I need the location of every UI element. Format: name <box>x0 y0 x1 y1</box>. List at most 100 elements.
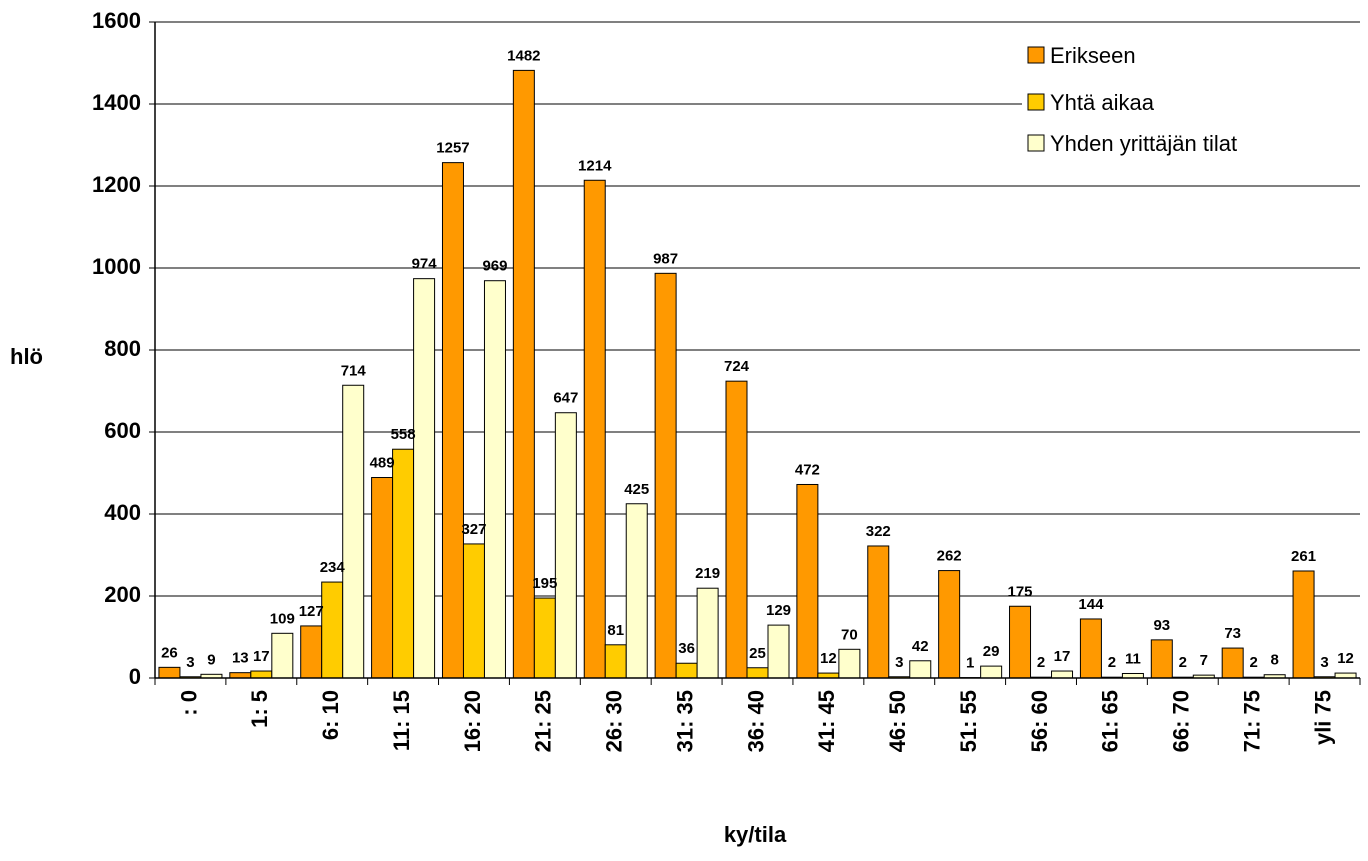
x-tick-label: 51: 55 <box>956 690 981 752</box>
data-label: 17 <box>1054 648 1071 665</box>
x-tick-label: 1: 5 <box>247 690 272 728</box>
x-tick-label: 16: 20 <box>460 690 485 752</box>
bar <box>158 666 181 679</box>
data-label: 974 <box>412 256 438 273</box>
data-label: 73 <box>1224 625 1241 642</box>
data-label: 558 <box>391 426 416 443</box>
data-label: 1482 <box>507 47 540 64</box>
data-label: 3 <box>895 654 903 671</box>
legend-swatch-yhta-aikaa <box>1027 93 1045 111</box>
legend-background <box>1022 42 1362 170</box>
bar <box>838 648 861 679</box>
axes <box>149 21 1361 685</box>
bar <box>625 503 648 679</box>
bar <box>675 662 698 679</box>
data-label: 70 <box>841 626 858 643</box>
data-label: 13 <box>232 650 249 667</box>
x-tick-label: 6: 10 <box>318 690 343 740</box>
x-tick-label: 31: 35 <box>672 690 697 752</box>
y-tick-label: 600 <box>104 418 141 443</box>
bar <box>696 587 719 679</box>
data-label: 175 <box>1008 583 1033 600</box>
bar <box>342 384 365 679</box>
bar <box>371 477 394 679</box>
data-label: 11 <box>1125 650 1141 667</box>
data-label: 81 <box>607 622 624 639</box>
x-tick-label: 41: 45 <box>814 690 839 752</box>
x-tick-label: yli 75 <box>1310 690 1335 745</box>
bar <box>483 280 506 679</box>
data-label: 647 <box>553 390 578 407</box>
data-label: 2 <box>1108 654 1116 671</box>
data-label: 261 <box>1291 548 1316 565</box>
bar <box>1221 647 1244 679</box>
data-label: 7 <box>1200 652 1208 669</box>
y-tick-label: 1400 <box>92 90 141 115</box>
data-label: 425 <box>624 481 649 498</box>
data-label: 2 <box>1179 654 1187 671</box>
data-label: 489 <box>370 455 395 472</box>
legend-swatch-yhden-yrittajan-tilat <box>1027 134 1045 152</box>
bar <box>321 581 344 679</box>
data-label: 262 <box>937 548 962 565</box>
x-tick-label: 61: 65 <box>1098 690 1123 752</box>
bar <box>980 665 1003 679</box>
bar <box>441 162 464 679</box>
x-tick-label: 21: 25 <box>531 690 556 752</box>
data-labels: 26 13127489125714821214987724472322262175… <box>161 47 1354 671</box>
x-tick-label: 26: 30 <box>602 690 627 752</box>
bar <box>654 272 677 679</box>
x-axis-title: ky/tila <box>724 822 787 847</box>
data-label: 472 <box>795 461 820 478</box>
bar <box>867 545 890 679</box>
y-tick-label: 400 <box>104 500 141 525</box>
bar <box>604 644 627 679</box>
x-tick-label: 36: 40 <box>743 690 768 752</box>
data-label: 2 <box>1037 654 1045 671</box>
bar <box>554 412 577 679</box>
bar <box>1292 570 1315 679</box>
data-label: 25 <box>749 645 766 662</box>
bar <box>271 632 294 679</box>
data-label: 195 <box>532 575 557 592</box>
bars <box>158 69 1357 679</box>
x-tick-label: 46: 50 <box>885 690 910 752</box>
data-label: 12 <box>820 650 837 667</box>
data-label: 1257 <box>436 140 469 157</box>
bar <box>462 543 485 679</box>
data-label: 93 <box>1153 617 1170 634</box>
x-tick-label: : 0 <box>176 690 201 716</box>
x-axis-ticks: : 0 1: 5 6: 10 11: 15 16: 20 21: 25 26: 30 31: … <box>176 690 1335 752</box>
data-label: 3 <box>1320 654 1328 671</box>
data-label: 9 <box>207 651 215 668</box>
bar <box>1150 639 1173 679</box>
legend-label-yhta-aikaa: Yhtä aikaa <box>1050 90 1155 115</box>
bar <box>909 660 932 679</box>
bar <box>392 448 415 679</box>
y-tick-label: 200 <box>104 582 141 607</box>
bar <box>413 278 436 679</box>
y-axis-title: hlö <box>10 344 43 369</box>
data-label: 219 <box>695 565 720 582</box>
data-label: 144 <box>1078 596 1104 613</box>
data-label: 234 <box>320 559 346 576</box>
x-tick-label: 66: 70 <box>1169 690 1194 752</box>
legend-label-erikseen: Erikseen <box>1050 43 1136 68</box>
data-label: 127 <box>299 603 324 620</box>
y-tick-label: 800 <box>104 336 141 361</box>
bar <box>512 69 535 679</box>
data-label: 987 <box>653 250 678 267</box>
y-tick-label: 1200 <box>92 172 141 197</box>
y-tick-label: 1000 <box>92 254 141 279</box>
legend: Erikseen Yhtä aikaa Yhden yrittäjän tila… <box>1022 42 1362 170</box>
y-tick-label: 1600 <box>92 8 141 33</box>
data-label: 36 <box>678 640 695 657</box>
data-label: 327 <box>461 521 486 538</box>
data-label: 322 <box>866 523 891 540</box>
data-label: 969 <box>482 258 507 275</box>
x-tick-label: 11: 15 <box>389 690 414 751</box>
bar <box>938 570 961 679</box>
data-label: 2 <box>1250 654 1258 671</box>
data-label: 1 <box>966 655 974 672</box>
